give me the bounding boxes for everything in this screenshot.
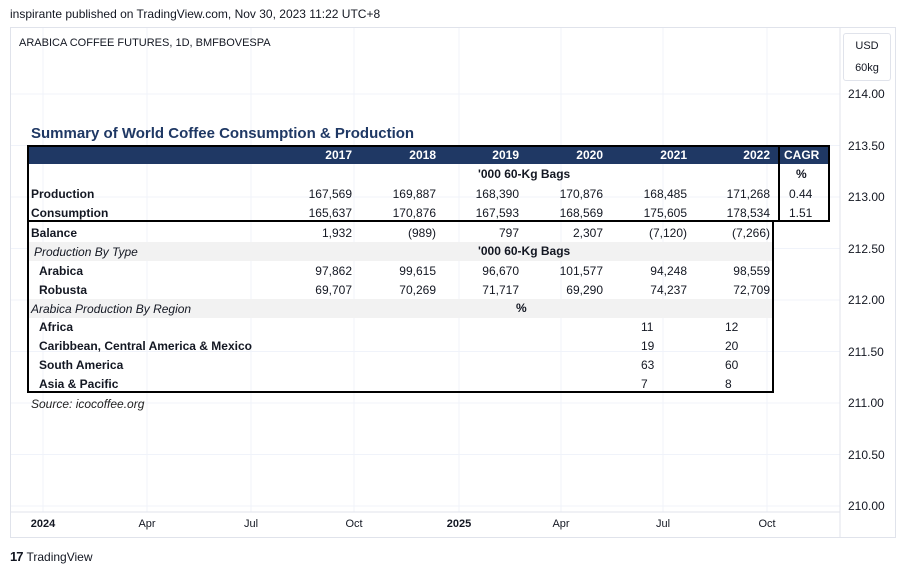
currency-label: USD — [855, 40, 879, 52]
column-header-cagr: CAGR — [784, 148, 820, 162]
table-cell: (7,120) — [648, 226, 687, 240]
region-value-2022: 20 — [725, 339, 739, 353]
y-tick-label: 211.50 — [848, 344, 884, 359]
tradingview-logo-icon: 17 — [10, 549, 24, 564]
table-cell: 69,707 — [315, 283, 352, 297]
region-value-2021: 11 — [641, 320, 654, 334]
table-cell: 170,876 — [392, 206, 436, 220]
row-label-consumption: Consumption — [31, 206, 109, 220]
cagr-cell: 0.44 — [789, 187, 813, 201]
table-header-bar — [28, 146, 829, 164]
table-title: Summary of World Coffee Consumption & Pr… — [31, 125, 415, 142]
region-label: Africa — [39, 320, 74, 334]
unit-label-bags-2: '000 60-Kg Bags — [478, 244, 571, 258]
row-label-arabica: Arabica — [39, 264, 84, 278]
currency-unit-badge[interactable]: USD 60kg — [843, 33, 891, 81]
x-tick-label: Apr — [138, 518, 156, 530]
x-tick-label: Oct — [345, 518, 363, 530]
table-cell: 74,237 — [650, 283, 687, 297]
table-box-lower — [27, 220, 774, 393]
unit-label-pct: % — [796, 167, 807, 181]
table-cell: 2,307 — [572, 226, 603, 240]
y-tick-label: 212.50 — [848, 241, 885, 256]
table-cell: 69,290 — [566, 283, 603, 297]
cagr-divider — [778, 145, 780, 222]
y-tick-label: 214.00 — [848, 87, 885, 101]
y-tick-label: 211.00 — [848, 396, 884, 410]
table-cell: 168,390 — [475, 187, 519, 201]
x-tick-label: Jul — [655, 518, 671, 530]
x-tick-label: 2025 — [446, 518, 472, 530]
x-tick-label: 2024 — [30, 518, 56, 530]
band-region — [28, 299, 773, 318]
symbol-title: ARABICA COFFEE FUTURES, 1D, BMFBOVESPA — [19, 37, 271, 49]
column-header: 2021 — [660, 148, 687, 162]
table-cell: 175,605 — [643, 206, 687, 220]
row-label-robusta: Robusta — [39, 283, 87, 297]
section-label-region: Arabica Production By Region — [31, 302, 192, 316]
table-cell: 96,670 — [482, 264, 519, 278]
band-production-type — [28, 242, 773, 261]
column-header: 2017 — [325, 148, 352, 162]
region-label: Caribbean, Central America & Mexico — [39, 339, 252, 353]
region-value-2022: 8 — [725, 377, 732, 391]
region-value-2022: 60 — [725, 358, 739, 372]
column-header: 2018 — [409, 148, 436, 162]
table-source: Source: icocoffee.org — [31, 397, 145, 411]
table-cell: 168,485 — [643, 187, 687, 201]
table-cell: (7,266) — [731, 226, 770, 240]
x-tick-label: Apr — [552, 518, 570, 530]
table-cell: 72,709 — [733, 283, 770, 297]
region-value-2021: 7 — [641, 377, 648, 391]
table-cell: 99,615 — [399, 264, 436, 278]
region-value-2022: 12 — [725, 320, 739, 334]
region-value-2021: 63 — [641, 358, 655, 372]
table-cell: (989) — [407, 226, 436, 240]
region-value-2021: 19 — [641, 339, 655, 353]
unit-label-bags: '000 60-Kg Bags — [478, 167, 571, 181]
unit-label: 60kg — [855, 62, 879, 75]
table-cell: 71,717 — [482, 283, 519, 297]
column-header: 2019 — [492, 148, 519, 162]
publish-line: inspirante published on TradingView.com,… — [10, 7, 381, 21]
table-cell: 170,876 — [559, 187, 603, 201]
x-tick-label: Jul — [243, 518, 259, 530]
table-cell: 169,887 — [392, 187, 436, 201]
table-cell: 797 — [498, 226, 519, 240]
column-header: 2020 — [576, 148, 603, 162]
table-cell: 94,248 — [650, 264, 687, 278]
y-tick-label: 212.00 — [848, 293, 885, 307]
brand-name: TradingView — [26, 549, 93, 564]
chart-frame[interactable] — [10, 27, 896, 538]
table-cell: 1,932 — [321, 226, 352, 240]
table-cell: 167,569 — [308, 187, 352, 201]
unit-label-pct-2: % — [516, 301, 527, 315]
table-cell: 171,268 — [726, 187, 770, 201]
y-tick-label: 213.50 — [848, 138, 885, 153]
column-header: 2022 — [743, 148, 770, 162]
table-cell: 167,593 — [475, 206, 519, 220]
y-tick-label: 213.00 — [848, 190, 885, 204]
footer: 17 TradingView — [10, 549, 93, 564]
cagr-cell: 1.51 — [789, 206, 813, 220]
section-label-type: Production By Type — [34, 245, 138, 259]
region-label: South America — [39, 358, 124, 372]
table-cell: 101,577 — [559, 264, 603, 278]
y-tick-label: 210.50 — [848, 447, 885, 462]
table-cell: 70,269 — [399, 283, 436, 297]
row-label-production: Production — [31, 187, 95, 201]
table-cell: 165,637 — [308, 206, 352, 220]
table-cell: 98,559 — [733, 264, 770, 278]
y-tick-label: 210.00 — [848, 499, 885, 513]
region-label: Asia & Pacific — [39, 377, 119, 391]
row-label-balance: Balance — [31, 226, 78, 240]
table-cell: 168,569 — [559, 206, 603, 220]
table-cell: 97,862 — [315, 264, 352, 278]
x-tick-label: Oct — [758, 518, 776, 530]
table-cell: 178,534 — [726, 206, 770, 220]
